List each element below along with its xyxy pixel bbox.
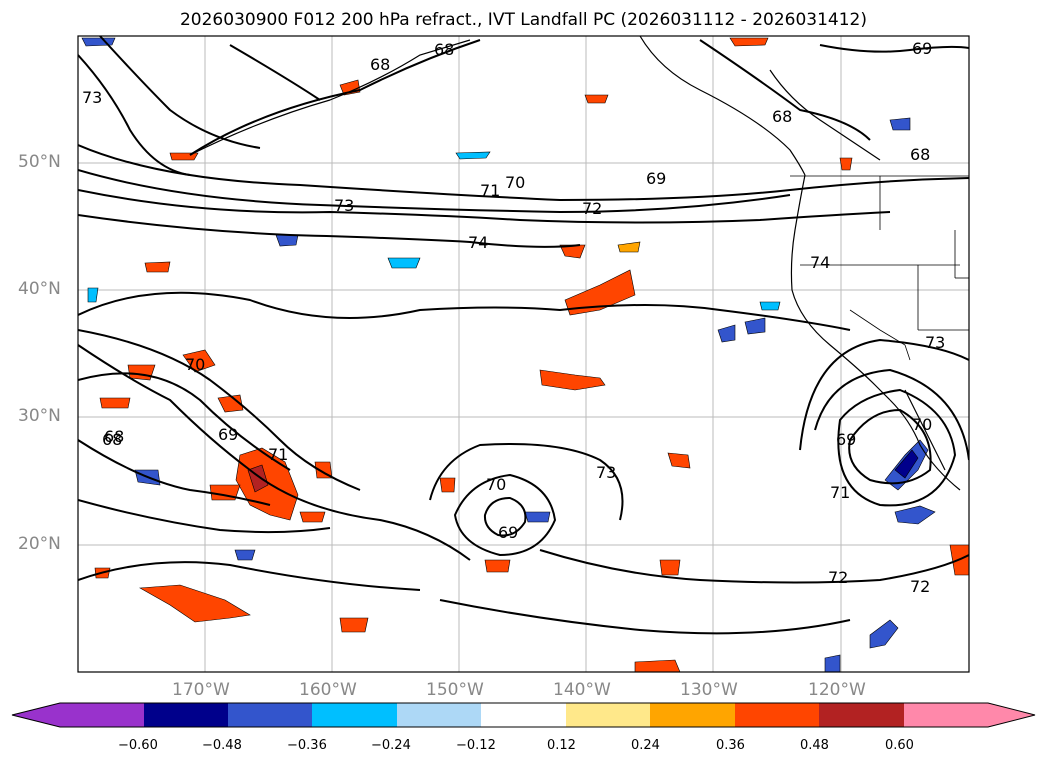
- contour-label: 68: [772, 107, 792, 126]
- contour-label: 72: [828, 568, 848, 587]
- colorbar-extend-low: [12, 703, 60, 727]
- contour-label: 74: [468, 233, 488, 252]
- colorbar-bin: [904, 703, 988, 727]
- colorbar-tick-label: 0.48: [800, 738, 829, 753]
- contour-label: 69: [218, 425, 238, 444]
- colorbar-bin: [144, 703, 228, 727]
- contour-label: 72: [582, 199, 602, 218]
- contour-label: 73: [334, 196, 354, 215]
- contour-label: 68: [370, 55, 390, 74]
- contour-label: 68: [434, 40, 454, 59]
- contour-label: 71: [830, 483, 850, 502]
- colorbar-bin: [312, 703, 397, 727]
- contour-label: 73: [596, 463, 616, 482]
- contour-label: 73: [925, 333, 945, 352]
- contour-label: 73: [82, 88, 102, 107]
- contour-label: 71: [480, 181, 500, 200]
- colorbar-bin: [566, 703, 650, 727]
- lon-label: 160°W: [299, 680, 357, 700]
- colorbar-tick-label: −0.48: [202, 738, 242, 753]
- contour-labels: 68 68 68 69 73 68 68 69 70 71 72 73 74 7…: [82, 39, 945, 596]
- lon-label: 130°W: [680, 680, 738, 700]
- colorbar-tick-label: −0.60: [118, 738, 158, 753]
- contour-label: 69: [912, 39, 932, 58]
- contour-label: 68: [910, 145, 930, 164]
- contour-label: 70: [185, 355, 205, 374]
- lon-label: 170°W: [172, 680, 230, 700]
- colorbar-bin: [735, 703, 819, 727]
- colorbar-tick-label: −0.12: [456, 738, 496, 753]
- colorbar-bin: [228, 703, 312, 727]
- colorbar-tick-label: 0.60: [885, 738, 914, 753]
- refractivity-contours: [78, 36, 969, 635]
- political-borders: [790, 175, 969, 361]
- contour-label: 68: [102, 430, 122, 449]
- contour-label: 69: [646, 169, 666, 188]
- colorbar-bin: [650, 703, 735, 727]
- contour-label: 72: [910, 577, 930, 596]
- contour-label: 74: [810, 253, 830, 272]
- colorbar-tick-label: 0.12: [547, 738, 576, 753]
- coastlines: [189, 36, 961, 491]
- lon-label: 140°W: [553, 680, 611, 700]
- map-title: 2026030900 F012 200 hPa refract., IVT La…: [179, 10, 867, 30]
- lat-label: 50°N: [18, 152, 61, 172]
- colorbar-bin: [397, 703, 481, 727]
- colorbar-tick-label: −0.24: [371, 738, 411, 753]
- lon-label: 120°W: [808, 680, 866, 700]
- colorbar-tick-label: 0.24: [631, 738, 660, 753]
- contour-label: 70: [912, 415, 932, 434]
- contour-label: 70: [505, 173, 525, 192]
- lon-label: 150°W: [426, 680, 484, 700]
- lat-label: 40°N: [18, 279, 61, 299]
- colorbar-tick-label: −0.36: [287, 738, 327, 753]
- colorbar-bin: [481, 703, 566, 727]
- contour-label: 71: [268, 445, 288, 464]
- colorbar-bin: [60, 703, 144, 727]
- colorbar-bin: [819, 703, 904, 727]
- colorbar-tick-label: 0.36: [716, 738, 745, 753]
- lat-label: 30°N: [18, 406, 61, 426]
- contour-label: 70: [486, 475, 506, 494]
- lat-label: 20°N: [18, 534, 61, 554]
- map-frame: [77, 35, 970, 673]
- contour-label: 69: [498, 523, 518, 542]
- colorbar-extend-high: [988, 703, 1035, 727]
- contour-label: 69: [836, 430, 856, 449]
- contour-label: 68: [104, 427, 124, 446]
- colorbar: [11, 702, 1036, 728]
